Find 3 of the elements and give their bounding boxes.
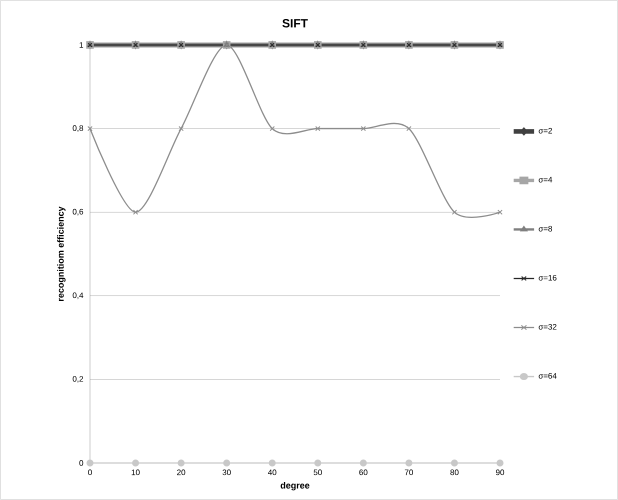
x-axis-title: degree bbox=[280, 482, 310, 490]
chart-title: SIFT bbox=[282, 19, 308, 28]
y-axis-title: recognitiom efficiency bbox=[57, 206, 66, 301]
